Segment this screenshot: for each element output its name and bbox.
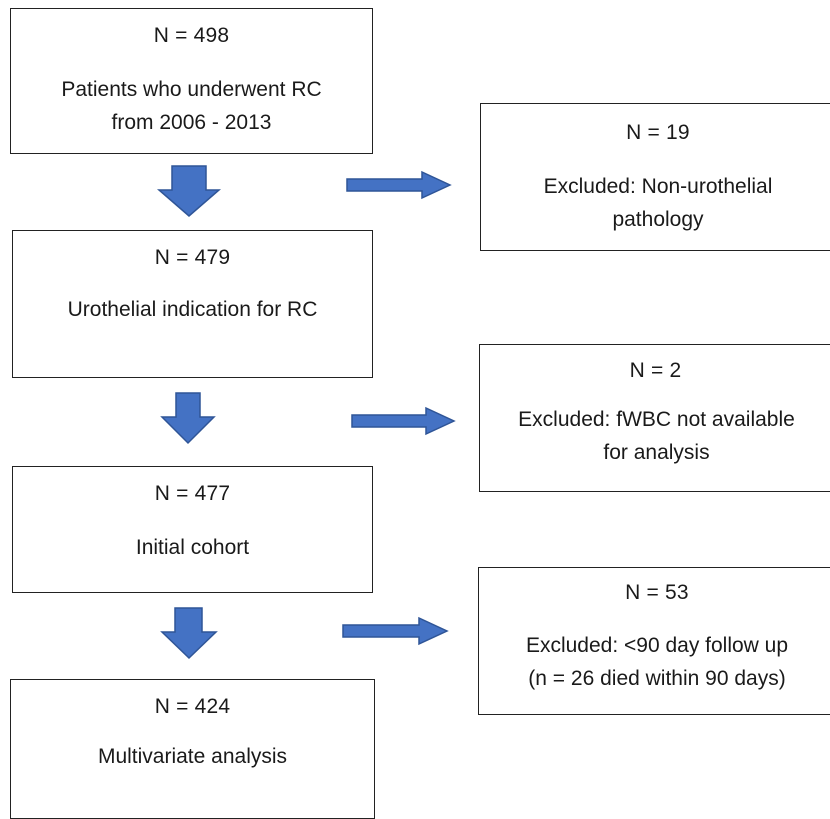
exclusion-description-line: Excluded: fWBC not available [518,408,795,431]
step-box-1: N = 498 Patients who underwent RC from 2… [10,8,373,154]
step-count: N = 479 [154,246,231,269]
exclusion-count: N = 53 [625,581,689,604]
step-description: Patients who underwent RC from 2006 - 20… [11,73,372,139]
step-description: Initial cohort [13,531,372,564]
step-count: N = 498 [153,24,230,47]
step-description: Urothelial indication for RC [13,293,372,326]
exclusion-description: Excluded: Non-urothelial pathology [481,170,830,236]
step-description-line: Urothelial indication for RC [67,298,318,321]
step-box-3: N = 477 Initial cohort [12,466,373,593]
step-count: N = 424 [154,695,231,718]
exclusion-box-2: N = 2 Excluded: fWBC not available for a… [479,344,830,492]
step-box-2: N = 479 Urothelial indication for RC [12,230,373,378]
exclusion-description-line: Excluded: Non-urothelial [543,175,773,198]
exclusion-count: N = 2 [629,359,682,382]
exclusion-description: Excluded: fWBC not available for analysi… [480,403,830,469]
exclusion-box-1: N = 19 Excluded: Non-urothelial patholog… [480,103,830,251]
right-arrow-2 [351,406,456,436]
step-description-line: Patients who underwent RC [61,78,322,101]
step-description: Multivariate analysis [11,740,374,773]
exclusion-box-3: N = 53 Excluded: <90 day follow up (n = … [478,567,830,715]
exclusion-description-line: for analysis [603,441,710,464]
step-description-line: Multivariate analysis [97,745,288,768]
down-arrow-3 [160,607,218,660]
down-arrow-2 [160,392,216,445]
step-box-4: N = 424 Multivariate analysis [10,679,375,819]
step-count: N = 477 [154,482,231,505]
right-arrow-1 [346,170,452,200]
exclusion-description-line: Excluded: <90 day follow up [525,634,789,657]
step-description-line: from 2006 - 2013 [111,111,272,134]
step-description-line: Initial cohort [135,536,250,559]
exclusion-description-line: pathology [612,208,704,231]
exclusion-description-line: (n = 26 died within 90 days) [528,667,786,690]
exclusion-count: N = 19 [626,121,690,144]
down-arrow-1 [156,165,222,217]
exclusion-description: Excluded: <90 day follow up (n = 26 died… [479,629,830,695]
right-arrow-3 [342,616,449,646]
